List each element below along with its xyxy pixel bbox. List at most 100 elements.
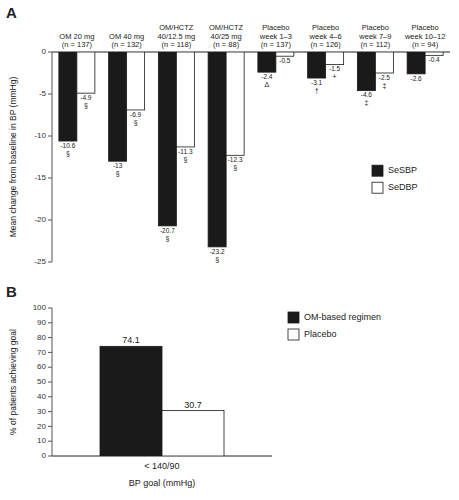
bar [176, 52, 194, 147]
annotation: § [233, 164, 237, 171]
x-tick-label: OM/HCTZ40/12.5 mg(n = 118) [158, 23, 196, 49]
panel-label: A [6, 4, 17, 21]
bars [59, 52, 443, 247]
x-tick-label: Placeboweek 10–12(n = 94) [404, 23, 445, 49]
y-tick [48, 382, 52, 383]
x-tick-label: OM 40 mg(n = 132) [109, 32, 144, 50]
bar [375, 52, 393, 73]
legend: SeSBP SeDBP [372, 165, 418, 193]
data-labels: 74.1 30.7 [122, 335, 202, 409]
y-axis [52, 308, 53, 456]
y-tick-label: 60 [37, 362, 46, 371]
bar [357, 52, 375, 91]
data-label: -12.3 [228, 156, 243, 163]
bar [407, 52, 425, 74]
y-tick-label: 50 [37, 377, 46, 386]
y-tick-label: -20 [34, 215, 46, 224]
legend: OM-based regimen Placebo [288, 312, 381, 340]
data-label: -11.3 [178, 148, 193, 155]
y-tick-label: -10 [34, 131, 46, 140]
bar [308, 52, 326, 78]
y-tick-label: 80 [37, 333, 46, 342]
legend-swatch [288, 312, 299, 323]
y-tick [48, 136, 52, 137]
y-axis [52, 52, 53, 262]
data-label: -1.5 [329, 65, 341, 72]
data-label: -13 [113, 162, 123, 169]
data-label: -2.5 [379, 74, 391, 81]
y-tick [48, 262, 52, 263]
data-label: -10.6 [60, 142, 75, 149]
bar [100, 346, 162, 456]
x-tick-label: < 140/90 [144, 461, 179, 471]
legend-label: SeDBP [388, 182, 418, 192]
y-tick-label: 20 [37, 422, 46, 431]
data-labels: -10.6§-13§-20.7§-23.2§-2.4Δ-3.1†-4.6‡-2.… [60, 56, 440, 263]
y-tick [48, 178, 52, 179]
data-label: -0.4 [429, 56, 441, 63]
data-label: -3.1 [311, 79, 323, 86]
y-tick-label: 10 [37, 436, 46, 445]
data-label: -6.9 [130, 111, 142, 118]
bar [77, 52, 95, 93]
bar [109, 52, 127, 161]
y-tick [48, 426, 52, 427]
y-tick-label: 40 [37, 392, 46, 401]
y-tick-label: 0 [42, 47, 47, 56]
x-tick-label-line: < 140/90 [144, 461, 179, 471]
annotation: § [183, 156, 187, 163]
y-tick [48, 456, 52, 457]
legend-label: SeSBP [388, 165, 417, 175]
x-tick-label-line: (n = 126) [311, 40, 342, 49]
y-tick [48, 94, 52, 95]
bar [162, 411, 224, 456]
x-tick-label: Placeboweek 4–6(n = 126) [309, 23, 342, 49]
panel: A0-5-10-15-20-25Mean change from baselin… [6, 4, 450, 266]
legend-swatch [288, 329, 299, 340]
x-axis-label: BP goal (mmHg) [129, 478, 195, 488]
x-tick-label-line: (n = 137) [261, 40, 292, 49]
data-label: -4.6 [361, 91, 373, 98]
annotation: Δ [265, 81, 270, 88]
figure: A0-5-10-15-20-25Mean change from baselin… [0, 0, 459, 500]
y-tick [48, 352, 52, 353]
y-tick [48, 411, 52, 412]
annotation: § [215, 256, 219, 263]
y-tick [48, 308, 52, 309]
y-tick-label: 30 [37, 407, 46, 416]
x-tick-label-line: (n = 137) [62, 40, 93, 49]
legend-label: Placebo [304, 329, 337, 339]
x-tick-label-line: (n = 118) [162, 40, 192, 49]
bar [326, 52, 344, 65]
y-tick [48, 52, 52, 53]
bar [158, 52, 176, 226]
bars [100, 346, 224, 456]
y-tick [48, 322, 52, 323]
bar [226, 52, 244, 155]
x-tick-label: OM 20 mg(n = 137) [59, 32, 94, 50]
y-tick-label: 70 [37, 348, 46, 357]
y-tick-label: 90 [37, 318, 46, 327]
panel: B0102030405060708090100% of patients ach… [6, 283, 381, 488]
data-label: -2.6 [411, 75, 423, 82]
x-tick-label-line: (n = 112) [361, 40, 391, 49]
data-label: 74.1 [122, 335, 140, 345]
y-tick [48, 337, 52, 338]
y-tick-label: -15 [34, 173, 46, 182]
y-tick [48, 396, 52, 397]
legend-label: OM-based regimen [304, 312, 381, 322]
bar [276, 52, 294, 56]
legend-swatch [372, 165, 383, 176]
background [0, 0, 459, 500]
y-axis-label: Mean change from baseline in BP (mmHg) [8, 77, 18, 238]
data-label: -0.5 [279, 57, 291, 64]
bar [208, 52, 226, 247]
bar [59, 52, 77, 141]
y-tick-label: -5 [39, 89, 47, 98]
y-axis-label: % of patients achieving goal [8, 329, 18, 435]
data-label: -4.9 [80, 94, 92, 101]
bar [258, 52, 276, 72]
data-label: 30.7 [184, 400, 202, 410]
y-tick [48, 367, 52, 368]
annotation: § [116, 170, 120, 177]
